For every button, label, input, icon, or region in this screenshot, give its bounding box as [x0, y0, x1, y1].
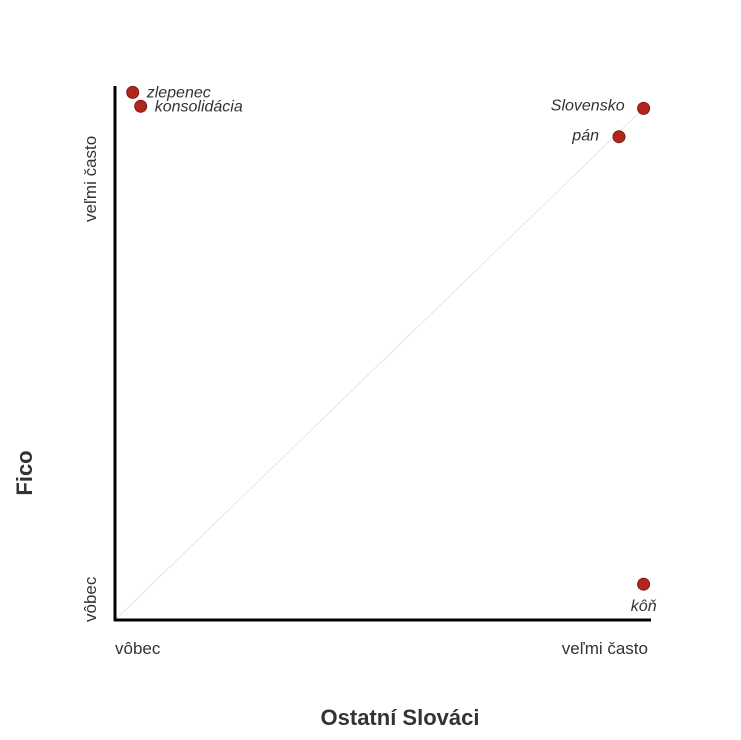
data-point-label-3: pán [571, 128, 599, 145]
data-point-3 [612, 130, 626, 144]
y-axis-title: Fico [12, 450, 37, 495]
data-point-label-0: zlepenec [146, 84, 211, 101]
data-point-2 [637, 101, 651, 115]
data-point-0 [126, 85, 140, 99]
diagonal-reference-line [114, 101, 651, 621]
x-tick-label-high: veľmi často [562, 639, 648, 658]
x-tick-label-low: vôbec [115, 639, 161, 658]
data-point-label-2: Slovensko [551, 97, 625, 114]
data-point-label-4: kôň [631, 598, 657, 615]
data-point-1 [134, 99, 148, 113]
x-axis-title: Ostatní Slováci [321, 705, 480, 730]
data-point-4 [637, 577, 651, 591]
y-tick-label-low: vôbec [81, 576, 100, 622]
y-tick-label-high: veľmi často [81, 136, 100, 222]
data-point-label-1: konsolidácia [155, 98, 243, 115]
